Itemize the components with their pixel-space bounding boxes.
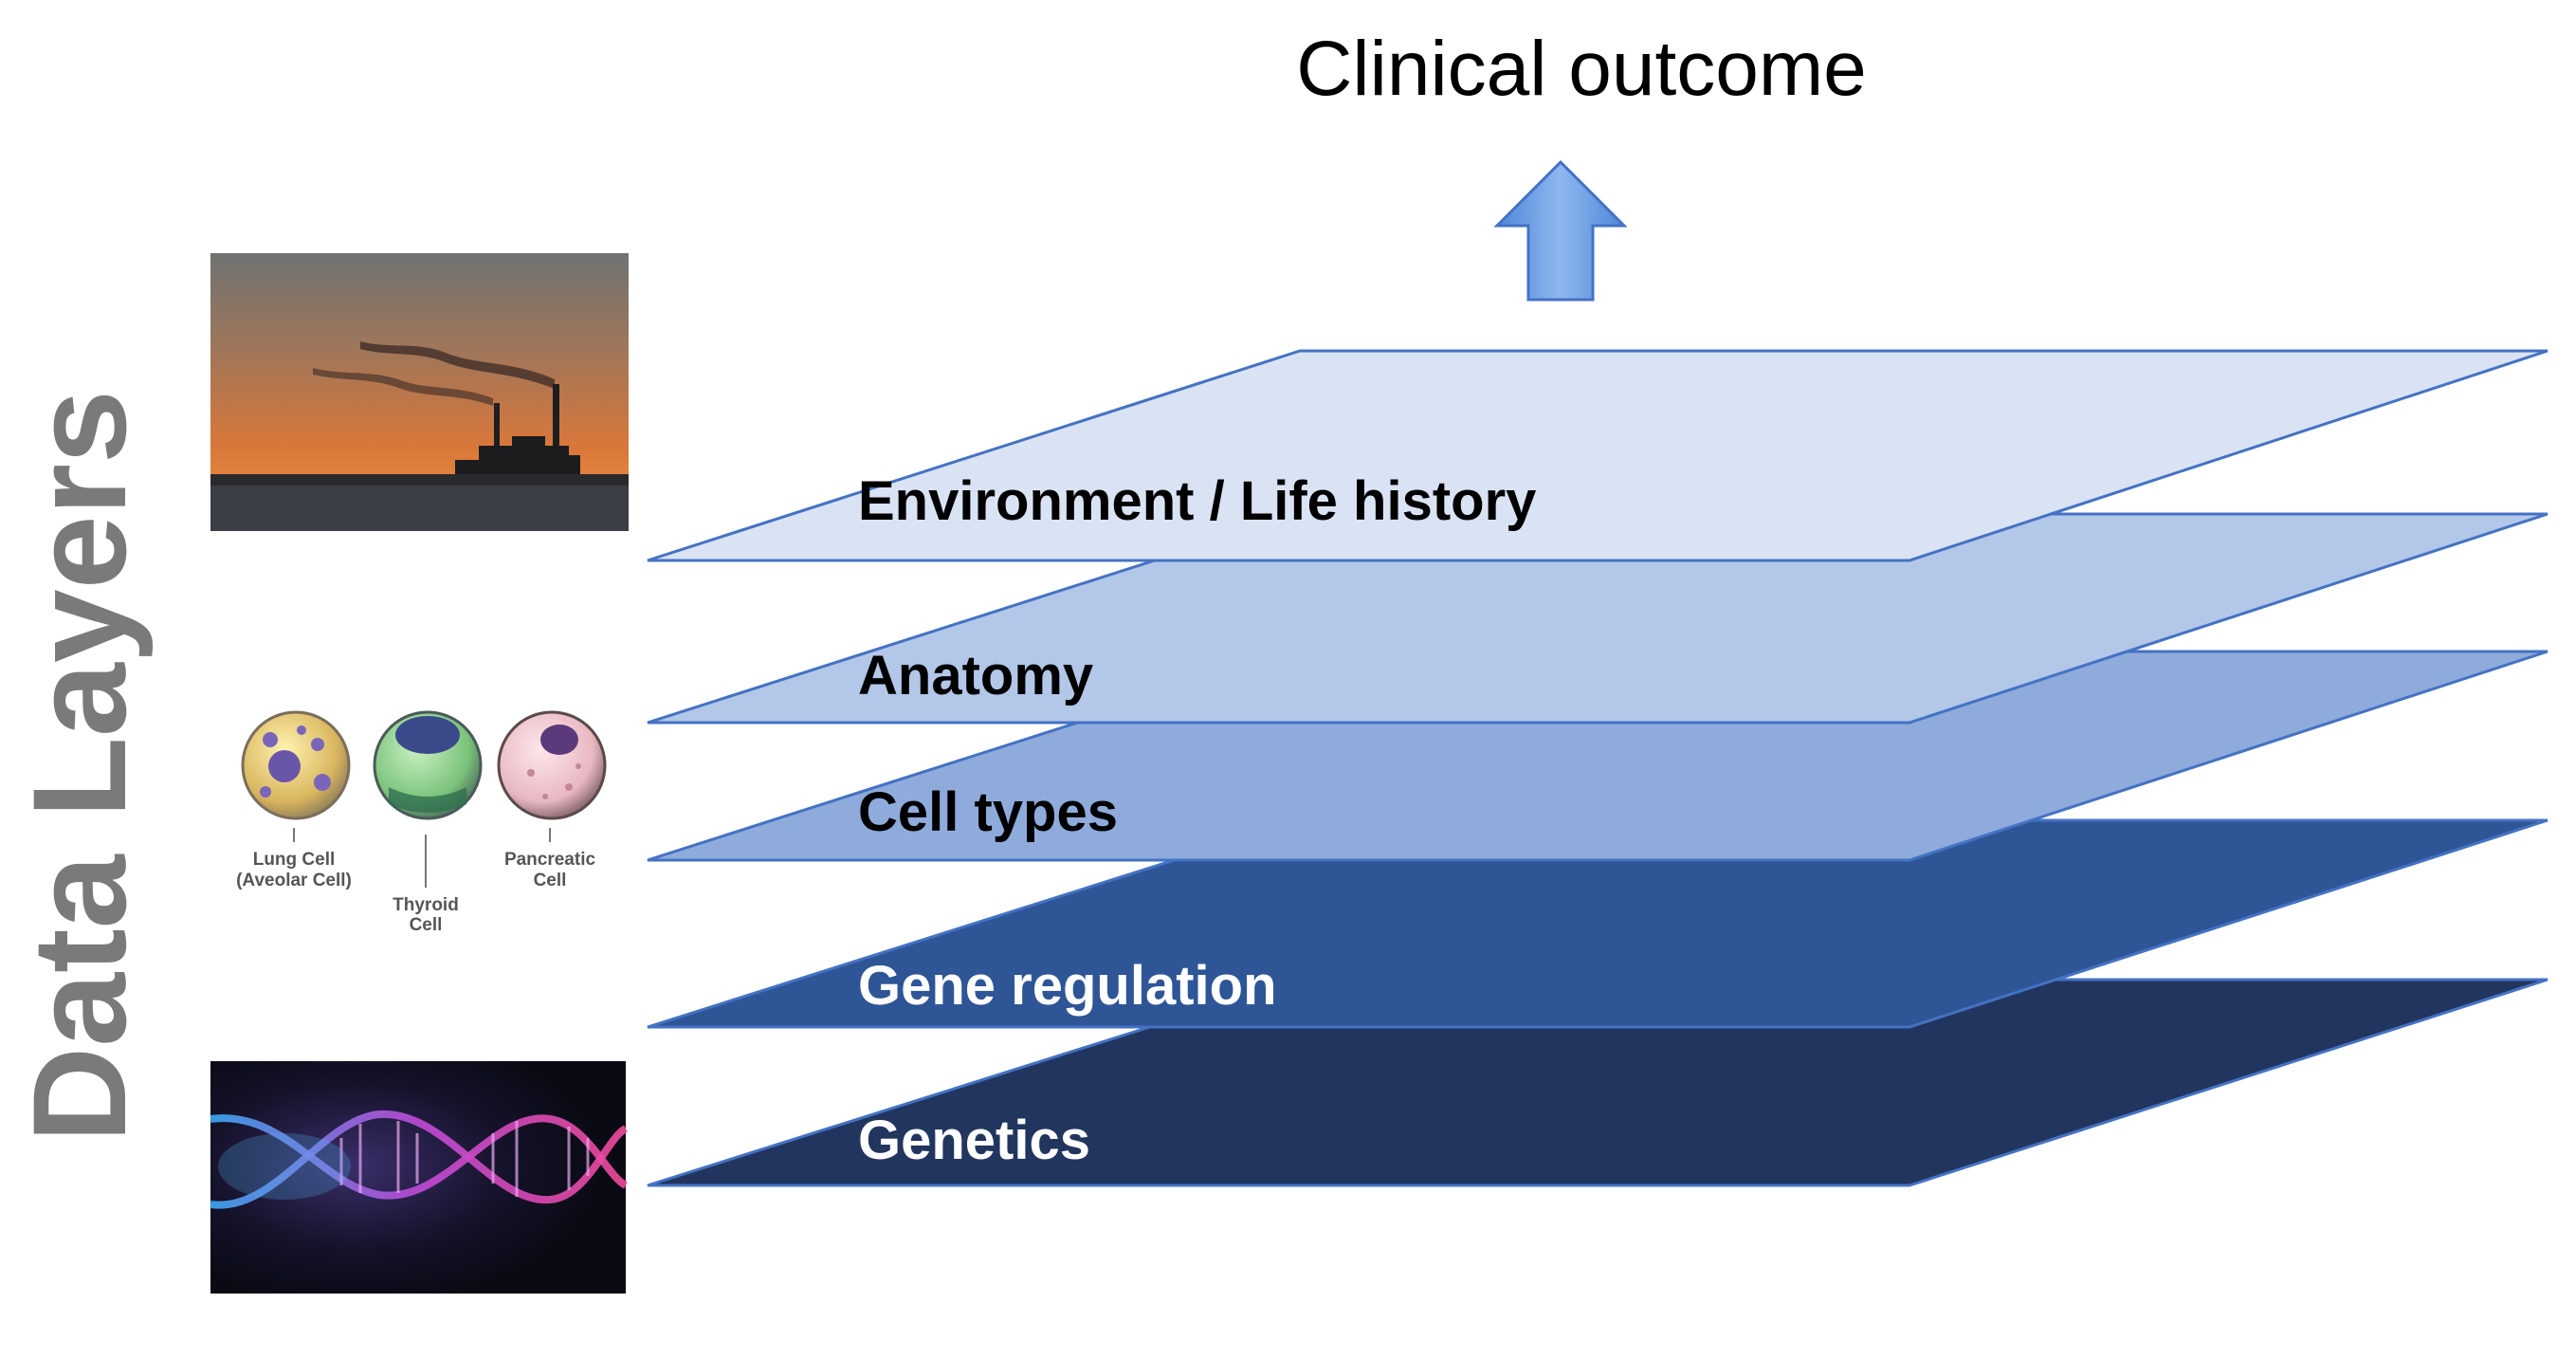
layer-environment-life-history: Environment / Life history [647, 349, 2549, 562]
pancreatic-cell-caption-1: Pancreatic [504, 850, 596, 870]
layer-gene-regulation: Gene regulation [647, 818, 2549, 1029]
layer-anatomy: Anatomy [647, 512, 2549, 725]
clinical-outcome-title: Clinical outcome [1296, 26, 1867, 112]
layer-stack: Genetics Gene regulation Cell types Anat… [647, 349, 2549, 1187]
layer-environment-label: Environment / Life history [858, 470, 1536, 532]
lung-cell-caption-2: (Aveolar Cell) [236, 871, 352, 890]
layer-anatomy-plane [647, 512, 2549, 725]
pancreatic-cell-caption-2: Cell [534, 871, 567, 890]
thyroid-cell-caption-1: Thyroid [393, 895, 459, 915]
layer-gene-regulation-label: Gene regulation [858, 955, 1277, 1017]
layer-environment-plane [647, 349, 2549, 562]
thyroid-cell-caption-2: Cell [410, 915, 443, 935]
layer-gene-regulation-plane [647, 818, 2549, 1029]
layer-anatomy-label: Anatomy [858, 645, 1093, 707]
data-layers-side-title: Data Layers [5, 390, 154, 1143]
factory-smokestack-photo [210, 253, 629, 531]
cell-types-illustration: Lung Cell (Aveolar Cell) Thyroid Cell Pa… [236, 710, 607, 935]
layer-cell-types-label: Cell types [858, 781, 1118, 843]
layer-genetics-label: Genetics [858, 1110, 1090, 1171]
lung-cell-caption-1: Lung Cell [253, 850, 336, 870]
dna-helix-photo [210, 1061, 629, 1294]
layer-cell-types: Cell types [647, 650, 2549, 862]
layer-genetics: Genetics [647, 978, 2549, 1187]
up-arrow-icon [1493, 159, 1628, 302]
layer-genetics-plane [647, 978, 2549, 1187]
